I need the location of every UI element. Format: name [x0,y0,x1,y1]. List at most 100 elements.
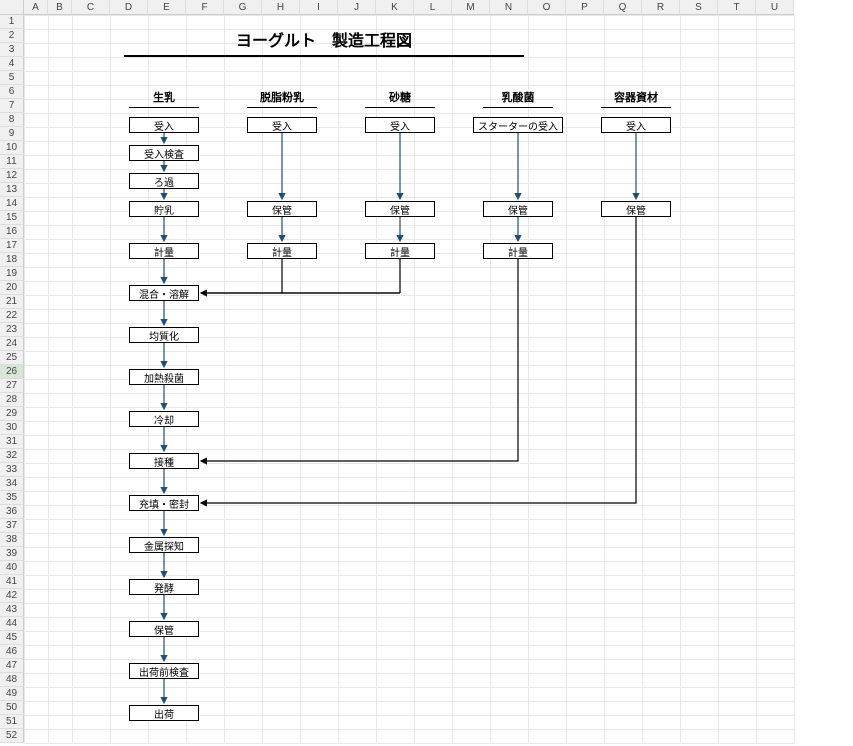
row-header[interactable]: 3 [0,43,24,57]
row-header[interactable]: 39 [0,547,24,561]
process-box: 受入 [129,117,199,133]
row-header[interactable]: 41 [0,575,24,589]
column-header[interactable]: N [490,0,528,15]
row-header[interactable]: 13 [0,183,24,197]
row-header[interactable]: 16 [0,225,24,239]
process-box: 受入検査 [129,145,199,161]
row-header[interactable]: 25 [0,351,24,365]
row-header[interactable]: 15 [0,211,24,225]
flow-column-header: 脱脂粉乳 [247,89,317,108]
row-header[interactable]: 19 [0,267,24,281]
row-header[interactable]: 5 [0,71,24,85]
row-header[interactable]: 11 [0,155,24,169]
row-header[interactable]: 17 [0,239,24,253]
process-box: 出荷 [129,705,199,721]
row-header[interactable]: 27 [0,379,24,393]
row-header[interactable]: 49 [0,687,24,701]
column-header[interactable]: R [642,0,680,15]
process-box: 計量 [483,243,553,259]
row-header[interactable]: 20 [0,281,24,295]
row-header[interactable]: 40 [0,561,24,575]
row-header[interactable]: 45 [0,631,24,645]
flow-column-header: 乳酸菌 [483,89,553,108]
row-header[interactable]: 28 [0,393,24,407]
row-header[interactable]: 6 [0,85,24,99]
column-header[interactable]: O [528,0,566,15]
process-box: 受入 [247,117,317,133]
column-header[interactable]: F [186,0,224,15]
row-header[interactable]: 38 [0,533,24,547]
sheet-corner[interactable] [0,0,24,15]
row-header[interactable]: 10 [0,141,24,155]
row-header[interactable]: 2 [0,29,24,43]
column-header[interactable]: U [756,0,794,15]
flow-column-header: 生乳 [129,89,199,108]
process-box: 冷却 [129,411,199,427]
column-header[interactable]: K [376,0,414,15]
row-header[interactable]: 42 [0,589,24,603]
column-header[interactable]: J [338,0,376,15]
column-header[interactable]: I [300,0,338,15]
process-box: 出荷前検査 [129,663,199,679]
process-box: 接種 [129,453,199,469]
row-header[interactable]: 37 [0,519,24,533]
process-box: 受入 [365,117,435,133]
row-header[interactable]: 44 [0,617,24,631]
row-header[interactable]: 52 [0,729,24,743]
column-header[interactable]: H [262,0,300,15]
row-header[interactable]: 30 [0,421,24,435]
process-box: ろ過 [129,173,199,189]
process-box: 加熱殺菌 [129,369,199,385]
row-header[interactable]: 46 [0,645,24,659]
row-header[interactable]: 8 [0,113,24,127]
row-header[interactable]: 35 [0,491,24,505]
row-header[interactable]: 48 [0,673,24,687]
process-box: 保管 [129,621,199,637]
row-header[interactable]: 9 [0,127,24,141]
column-header[interactable]: E [148,0,186,15]
row-header[interactable]: 32 [0,449,24,463]
row-header[interactable]: 36 [0,505,24,519]
row-header[interactable]: 31 [0,435,24,449]
row-header[interactable]: 18 [0,253,24,267]
process-box: 均質化 [129,327,199,343]
page-title: ヨーグルト 製造工程図 [124,27,524,57]
row-header[interactable]: 29 [0,407,24,421]
spreadsheet-sheet: ABCDEFGHIJKLMNOPQRSTU 123456789101112131… [0,0,853,746]
column-header[interactable]: D [110,0,148,15]
row-header[interactable]: 14 [0,197,24,211]
process-box: 受入 [601,117,671,133]
row-header[interactable]: 23 [0,323,24,337]
row-header[interactable]: 24 [0,337,24,351]
column-header[interactable]: P [566,0,604,15]
row-header[interactable]: 47 [0,659,24,673]
column-header[interactable]: S [680,0,718,15]
column-header[interactable]: Q [604,0,642,15]
column-header[interactable]: M [452,0,490,15]
row-header[interactable]: 43 [0,603,24,617]
row-header[interactable]: 1 [0,15,24,29]
row-header[interactable]: 51 [0,715,24,729]
row-header[interactable]: 50 [0,701,24,715]
row-header[interactable]: 21 [0,295,24,309]
process-box: 保管 [247,201,317,217]
row-header[interactable]: 34 [0,477,24,491]
process-box: 保管 [483,201,553,217]
row-header[interactable]: 26 [0,365,24,379]
column-header[interactable]: C [72,0,110,15]
row-header[interactable]: 22 [0,309,24,323]
column-header[interactable]: L [414,0,452,15]
process-box: 混合・溶解 [129,285,199,301]
column-header[interactable]: G [224,0,262,15]
row-header[interactable]: 12 [0,169,24,183]
process-box: 保管 [365,201,435,217]
process-box: 計量 [129,243,199,259]
row-header[interactable]: 33 [0,463,24,477]
column-header[interactable]: B [48,0,72,15]
flow-column-header: 容器資材 [601,89,671,108]
flow-column-header: 砂糖 [365,89,435,108]
column-header[interactable]: T [718,0,756,15]
column-header[interactable]: A [24,0,48,15]
row-header[interactable]: 4 [0,57,24,71]
row-header[interactable]: 7 [0,99,24,113]
